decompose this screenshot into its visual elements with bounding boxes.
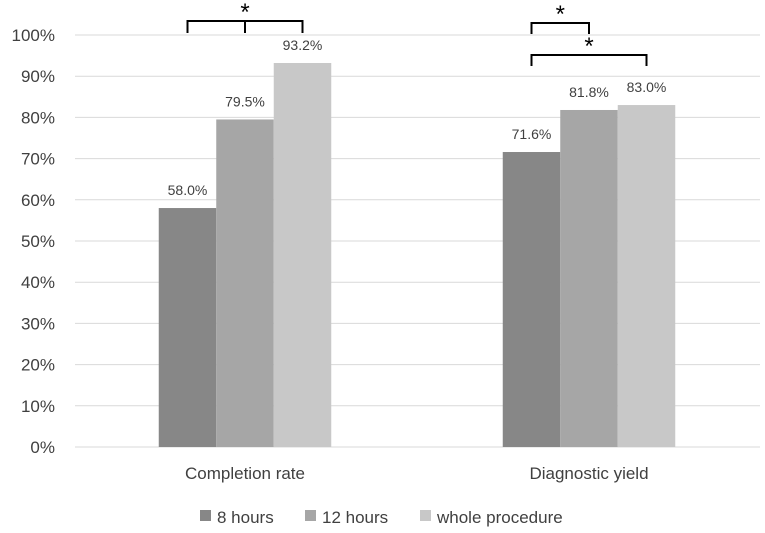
y-tick-label: 40% <box>21 273 55 292</box>
legend-swatch <box>200 510 211 521</box>
significance-bracket <box>530 22 590 34</box>
bar <box>617 105 676 447</box>
data-label: 93.2% <box>283 37 323 53</box>
y-tick-label: 20% <box>21 356 55 375</box>
category-label: Completion rate <box>185 464 305 483</box>
legend-swatch <box>305 510 316 521</box>
y-tick-label: 80% <box>21 108 55 127</box>
significance-star: * <box>556 1 565 28</box>
data-label: 81.8% <box>569 84 609 100</box>
legend-swatch <box>420 510 431 521</box>
legend-label: whole procedure <box>436 508 563 527</box>
bar <box>273 63 332 448</box>
legend-label: 8 hours <box>217 508 274 527</box>
significance-star: * <box>584 33 593 60</box>
y-tick-label: 60% <box>21 191 55 210</box>
bar <box>158 208 217 447</box>
data-label: 71.6% <box>512 126 552 142</box>
legend-label: 12 hours <box>322 508 388 527</box>
y-tick-label: 70% <box>21 150 55 169</box>
data-label: 83.0% <box>627 79 667 95</box>
y-tick-label: 0% <box>30 438 55 457</box>
significance-bracket <box>530 54 648 66</box>
significance-star: * <box>240 0 249 26</box>
y-tick-label: 30% <box>21 314 55 333</box>
bar <box>502 152 561 447</box>
y-tick-label: 50% <box>21 232 55 251</box>
y-tick-label: 100% <box>12 26 55 45</box>
data-label: 58.0% <box>168 182 208 198</box>
bar <box>560 109 618 447</box>
bar <box>216 119 274 448</box>
data-label: 79.5% <box>225 93 265 109</box>
category-label: Diagnostic yield <box>529 464 648 483</box>
y-tick-label: 10% <box>21 397 55 416</box>
y-tick-label: 90% <box>21 67 55 86</box>
